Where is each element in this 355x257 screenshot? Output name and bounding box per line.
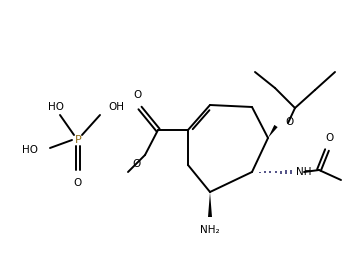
Polygon shape	[208, 192, 212, 217]
Text: O: O	[74, 178, 82, 188]
Text: HO: HO	[22, 145, 38, 155]
Polygon shape	[268, 125, 278, 138]
Text: NH₂: NH₂	[200, 225, 220, 235]
Text: P: P	[75, 135, 81, 145]
Text: O: O	[325, 133, 333, 143]
Text: O: O	[134, 90, 142, 100]
Text: O: O	[133, 159, 141, 169]
Text: OH: OH	[108, 102, 124, 112]
Text: O: O	[285, 117, 293, 127]
Text: NH: NH	[296, 167, 311, 177]
Text: HO: HO	[48, 102, 64, 112]
